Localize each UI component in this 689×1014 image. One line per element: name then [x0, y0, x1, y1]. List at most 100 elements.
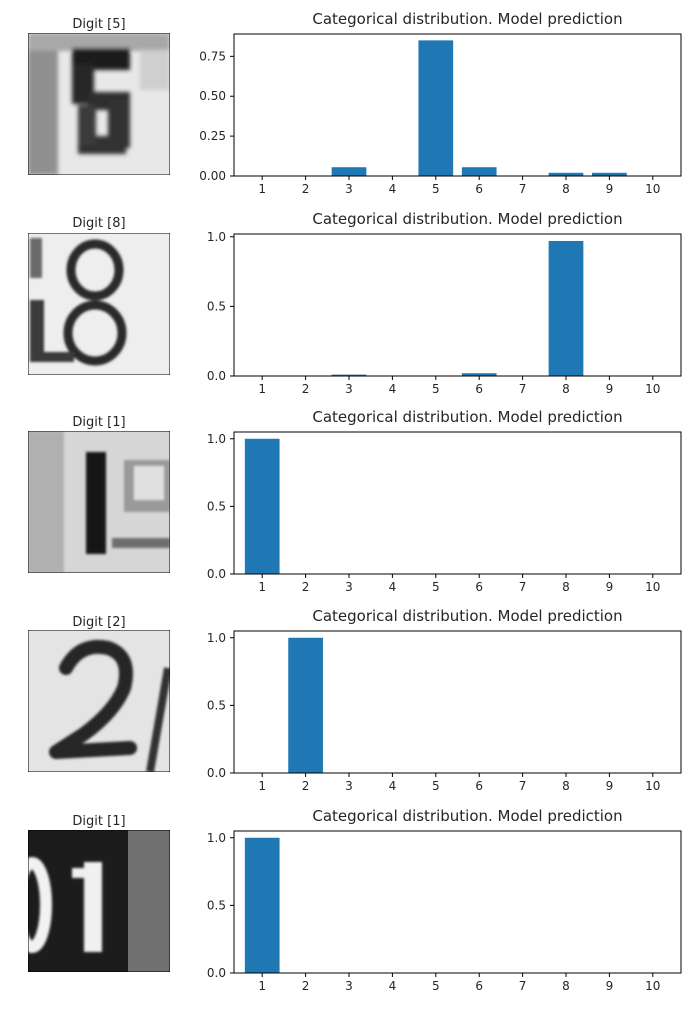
x-tick-label: 9 [606, 979, 614, 993]
x-tick-label: 4 [389, 182, 397, 196]
plot-frame [233, 33, 682, 177]
x-tick-label: 8 [562, 779, 570, 793]
x-tick-label: 6 [475, 779, 483, 793]
x-tick-label: 8 [562, 182, 570, 196]
x-tick-label: 8 [562, 979, 570, 993]
x-tick-label: 5 [432, 580, 440, 594]
digit-image-panel: Digit [8] [28, 216, 170, 375]
x-tick-label: 4 [389, 382, 397, 396]
digit-image-panel: Digit [1] [28, 814, 170, 972]
bar [331, 167, 367, 176]
y-tick-label: 0.0 [207, 766, 226, 780]
plot-frame [233, 233, 682, 377]
plot-frame [233, 630, 682, 774]
y-tick-label: 0.5 [207, 898, 226, 912]
x-tick-label: 6 [475, 182, 483, 196]
x-tick-label: 10 [645, 580, 660, 594]
x-tick-label: 9 [606, 779, 614, 793]
y-tick-label: 0.75 [199, 49, 226, 63]
bar-chart: Categorical distribution. Model predicti… [207, 607, 682, 793]
y-tick-label: 0.50 [199, 89, 226, 103]
x-tick-label: 2 [302, 382, 310, 396]
y-tick-label: 0.25 [199, 129, 226, 143]
digit-image [28, 830, 170, 972]
digit-image-title: Digit [8] [72, 216, 125, 231]
bar-chart: Categorical distribution. Model predicti… [207, 807, 682, 993]
bar [288, 637, 323, 773]
x-tick-label: 6 [475, 382, 483, 396]
y-tick-label: 0.0 [207, 966, 226, 980]
y-tick-label: 0.0 [207, 567, 226, 581]
x-tick-label: 1 [258, 779, 266, 793]
x-tick-label: 8 [562, 580, 570, 594]
x-tick-label: 7 [519, 182, 527, 196]
x-tick-label: 2 [302, 979, 310, 993]
bar [331, 374, 367, 376]
x-tick-label: 5 [432, 182, 440, 196]
x-tick-label: 1 [258, 382, 266, 396]
y-tick-label: 0.5 [207, 499, 226, 513]
y-tick-label: 0.5 [207, 698, 226, 712]
bar [548, 172, 584, 176]
chart-title: Categorical distribution. Model predicti… [312, 607, 622, 625]
digit-image-panel: Digit [5] [28, 17, 170, 175]
x-tick-label: 7 [519, 779, 527, 793]
x-tick-label: 1 [258, 979, 266, 993]
digit-image-title: Digit [2] [72, 615, 125, 630]
bar [548, 240, 584, 376]
digit-image-title: Digit [1] [72, 415, 125, 430]
chart-title: Categorical distribution. Model predicti… [312, 210, 622, 228]
x-tick-label: 10 [645, 779, 660, 793]
plot-frame [233, 431, 682, 575]
x-tick-label: 1 [258, 580, 266, 594]
bar [461, 167, 497, 176]
x-tick-label: 2 [302, 580, 310, 594]
y-tick-label: 0.5 [207, 299, 226, 313]
x-tick-label: 3 [345, 382, 353, 396]
x-tick-label: 9 [606, 182, 614, 196]
x-tick-label: 3 [345, 580, 353, 594]
bar [418, 40, 454, 177]
chart-title: Categorical distribution. Model predicti… [312, 408, 622, 426]
x-tick-label: 8 [562, 382, 570, 396]
x-tick-label: 3 [345, 779, 353, 793]
y-tick-label: 1.0 [207, 230, 226, 244]
x-tick-label: 4 [389, 979, 397, 993]
bar [244, 837, 280, 973]
bar [461, 373, 497, 376]
x-tick-label: 7 [519, 382, 527, 396]
digit-image-title: Digit [1] [72, 814, 125, 829]
x-tick-label: 9 [606, 580, 614, 594]
chart-title: Categorical distribution. Model predicti… [312, 10, 622, 28]
x-tick-label: 4 [389, 779, 397, 793]
y-tick-label: 1.0 [207, 631, 226, 645]
digit-image [28, 431, 170, 573]
y-tick-label: 0.00 [199, 169, 226, 183]
bar-chart: Categorical distribution. Model predicti… [207, 210, 682, 396]
x-tick-label: 3 [345, 979, 353, 993]
bar-chart: Categorical distribution. Model predicti… [199, 10, 682, 196]
x-tick-label: 4 [389, 580, 397, 594]
digit-image-panel: Digit [2] [28, 615, 170, 772]
x-tick-label: 5 [432, 382, 440, 396]
chart-title: Categorical distribution. Model predicti… [312, 807, 622, 825]
x-tick-label: 2 [302, 779, 310, 793]
x-tick-label: 5 [432, 779, 440, 793]
x-tick-label: 9 [606, 382, 614, 396]
plot-frame [233, 830, 682, 974]
digit-image [28, 630, 170, 772]
bar [244, 438, 280, 574]
x-tick-label: 6 [475, 580, 483, 594]
bar [592, 172, 627, 176]
x-tick-label: 10 [645, 979, 660, 993]
y-tick-label: 1.0 [207, 432, 226, 446]
digit-image [28, 233, 170, 375]
y-tick-label: 1.0 [207, 831, 226, 845]
x-tick-label: 1 [258, 182, 266, 196]
bar-chart: Categorical distribution. Model predicti… [207, 408, 682, 594]
x-tick-label: 2 [302, 182, 310, 196]
x-tick-label: 7 [519, 580, 527, 594]
digit-image [28, 33, 170, 175]
x-tick-label: 10 [645, 182, 660, 196]
